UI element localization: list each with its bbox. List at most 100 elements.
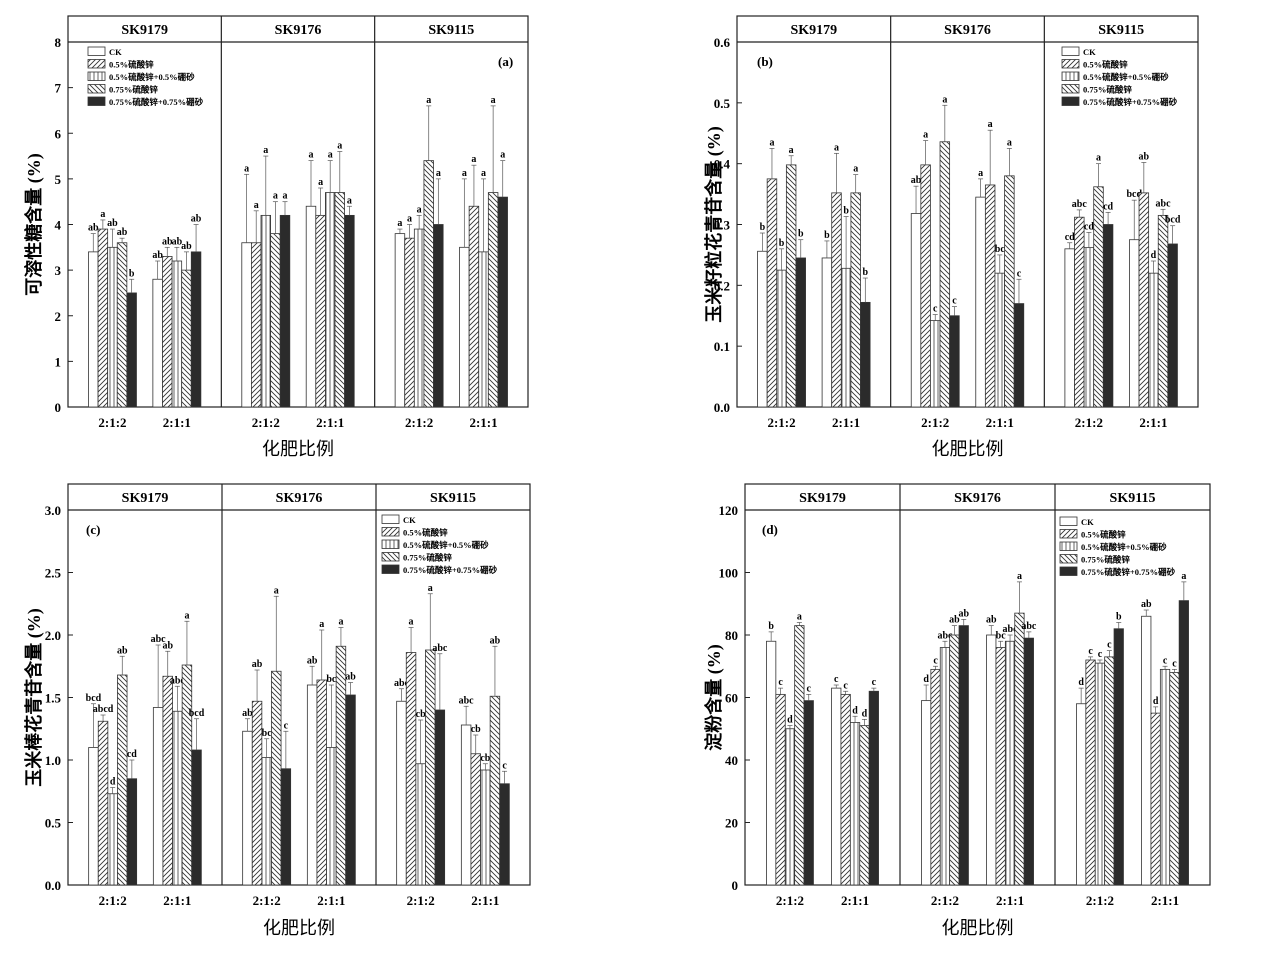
bar bbox=[794, 625, 805, 886]
plot-frame bbox=[744, 483, 1211, 886]
bar bbox=[921, 700, 932, 886]
y-tick-label: 0.6 bbox=[714, 35, 731, 50]
significance-letter: c bbox=[952, 296, 957, 307]
significance-letter: ab bbox=[490, 635, 501, 646]
bar bbox=[250, 242, 262, 408]
bar bbox=[1141, 615, 1152, 886]
legend-swatch bbox=[1061, 71, 1080, 81]
significance-letter: a bbox=[436, 168, 441, 179]
bar bbox=[487, 192, 499, 408]
significance-letter: b bbox=[768, 621, 774, 632]
significance-letter: ab bbox=[88, 223, 99, 234]
legend: CK 0.5%硫酸锌 0.5%硫酸锌+0.5%硼砂 0.75%硫酸锌 0.75%硫酸锌+… bbox=[1061, 46, 1178, 107]
y-tick-label: 0 bbox=[732, 878, 739, 893]
bar bbox=[162, 256, 173, 408]
significance-letter: ab bbox=[107, 218, 118, 229]
significance-letter: d bbox=[862, 708, 868, 719]
significance-letter: a bbox=[789, 145, 794, 156]
x-axis-title: 化肥比例 bbox=[263, 918, 335, 938]
y-tick-label: 100 bbox=[719, 566, 739, 581]
x-tick-label: 2:1:2 bbox=[405, 415, 433, 430]
significance-letter: a bbox=[274, 585, 279, 596]
bar bbox=[1023, 637, 1034, 886]
legend-label: 0.5%硫酸锌 bbox=[1081, 530, 1126, 540]
y-tick-label: 0.0 bbox=[45, 878, 61, 893]
legend-swatch bbox=[1061, 59, 1080, 69]
y-tick-label: 1 bbox=[55, 354, 62, 369]
significance-letter: abc bbox=[151, 634, 167, 645]
plot-frame bbox=[67, 483, 531, 886]
x-tick-label: 2:1:1 bbox=[832, 415, 860, 430]
bar bbox=[958, 625, 969, 886]
x-tick-label: 2:1:2 bbox=[931, 893, 959, 908]
bar bbox=[171, 260, 183, 408]
bar bbox=[279, 214, 291, 408]
legend-label: 0.5%硫酸锌+0.5%硼砂 bbox=[1081, 542, 1167, 552]
significance-letter: d bbox=[852, 705, 858, 716]
x-tick-label: 2:1:1 bbox=[1139, 415, 1167, 430]
group-label: SK9176 bbox=[944, 23, 991, 38]
legend-swatch bbox=[381, 527, 400, 537]
y-tick-label: 120 bbox=[719, 503, 739, 518]
significance-letter: a bbox=[283, 191, 288, 202]
legend-label: 0.75%硫酸锌+0.75%硼砂 bbox=[403, 565, 498, 575]
bar bbox=[280, 768, 292, 886]
significance-letter: ab bbox=[1139, 151, 1150, 162]
bar bbox=[1169, 672, 1180, 886]
legend-swatch bbox=[381, 552, 400, 562]
y-tick-label: 6 bbox=[55, 126, 62, 141]
x-tick-label: 2:1:1 bbox=[317, 893, 345, 908]
bar bbox=[849, 722, 861, 886]
bar bbox=[107, 246, 118, 408]
bar bbox=[930, 320, 941, 408]
bar bbox=[821, 257, 833, 408]
significance-letter: bc bbox=[996, 630, 1007, 641]
x-tick-label: 2:1:2 bbox=[98, 415, 126, 430]
x-axis-title: 化肥比例 bbox=[932, 439, 1004, 459]
legend-swatch bbox=[381, 564, 400, 574]
bar bbox=[88, 251, 99, 408]
significance-letter: a bbox=[397, 218, 402, 229]
bar bbox=[97, 228, 109, 408]
legend-swatch bbox=[1061, 84, 1080, 94]
significance-letter: ab bbox=[911, 175, 922, 186]
bar bbox=[191, 749, 202, 886]
legend-label: 0.5%硫酸锌 bbox=[109, 60, 154, 70]
bar bbox=[1148, 272, 1159, 408]
x-tick-label: 2:1:1 bbox=[469, 415, 497, 430]
y-tick-label: 20 bbox=[725, 816, 738, 831]
significance-letter: ab bbox=[242, 708, 253, 719]
bar bbox=[939, 647, 951, 886]
bar bbox=[345, 694, 356, 886]
x-tick-label: 2:1:1 bbox=[163, 893, 191, 908]
group-label: SK9115 bbox=[428, 23, 474, 38]
significance-letter: abc bbox=[937, 630, 953, 641]
x-tick-label: 2:1:1 bbox=[986, 415, 1014, 430]
significance-letter: a bbox=[481, 168, 486, 179]
y-tick-label: 8 bbox=[55, 35, 62, 50]
significance-letter: a bbox=[328, 150, 333, 161]
significance-letter: c bbox=[284, 720, 289, 731]
significance-letter: a bbox=[769, 137, 774, 148]
bar bbox=[468, 205, 480, 408]
bar bbox=[1104, 656, 1115, 886]
bar bbox=[415, 763, 426, 886]
significance-letter: bcd bbox=[189, 708, 205, 719]
significance-letter: ab bbox=[172, 236, 183, 247]
significance-letter: c bbox=[933, 304, 938, 315]
legend-swatch bbox=[1059, 566, 1078, 576]
legend-label: 0.75%硫酸锌+0.75%硼砂 bbox=[1083, 97, 1178, 107]
y-tick-label: 0.5 bbox=[714, 96, 731, 111]
bar bbox=[107, 793, 118, 886]
significance-letter: ab bbox=[949, 615, 960, 626]
significance-letter: c bbox=[502, 760, 507, 771]
legend-label: 0.5%硫酸锌+0.5%硼砂 bbox=[403, 540, 489, 550]
bar bbox=[497, 196, 508, 408]
significance-letter: a bbox=[471, 154, 476, 165]
bar bbox=[1138, 192, 1150, 408]
bar bbox=[1085, 659, 1096, 886]
group-label: SK9115 bbox=[430, 491, 476, 506]
significance-letter: a bbox=[309, 150, 314, 161]
bar bbox=[1004, 640, 1016, 886]
